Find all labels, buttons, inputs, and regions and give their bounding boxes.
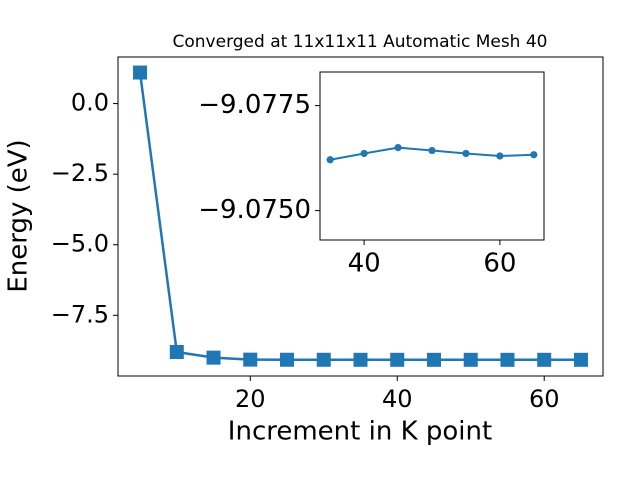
chart-title: Converged at 11x11x11 Automatic Mesh 40	[173, 32, 548, 52]
x-tick-label: 60	[483, 249, 516, 279]
marker	[573, 352, 588, 367]
marker	[426, 352, 441, 367]
x-tick-label: 40	[348, 249, 381, 279]
y-tick-label: −9.0775	[198, 90, 311, 120]
y-tick-label: −2.5	[51, 159, 109, 187]
y-tick-label: −5.0	[51, 230, 109, 258]
marker	[462, 149, 470, 158]
marker	[428, 146, 436, 155]
marker	[537, 352, 552, 367]
marker	[133, 65, 148, 80]
marker	[326, 156, 334, 164]
marker	[530, 151, 538, 159]
x-tick-label: 20	[235, 385, 266, 413]
y-tick-label: −9.0750	[198, 195, 311, 225]
x-tick-label: 60	[529, 385, 560, 413]
marker	[243, 352, 258, 367]
x-axis-label: Increment in K point	[228, 417, 492, 447]
marker	[500, 352, 515, 367]
marker	[169, 345, 184, 360]
marker	[463, 352, 478, 367]
marker	[496, 152, 504, 160]
marker	[280, 352, 295, 367]
x-tick-label: 40	[382, 385, 413, 413]
marker	[390, 352, 405, 367]
marker	[316, 352, 331, 367]
marker	[353, 352, 368, 367]
marker	[206, 350, 221, 365]
marker	[394, 144, 402, 152]
y-tick-label: −7.5	[51, 300, 109, 328]
y-tick-label: 0.0	[71, 89, 109, 117]
marker	[360, 149, 368, 158]
y-axis-label: Energy (eV)	[4, 139, 34, 292]
